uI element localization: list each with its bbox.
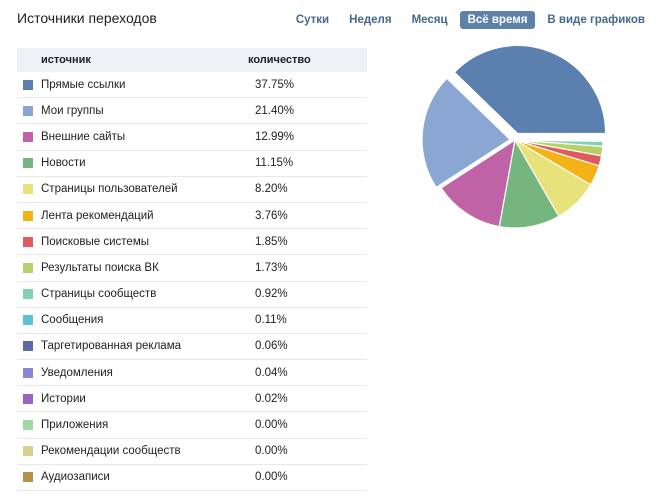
source-value: 1.85% (255, 235, 288, 248)
legend-swatch (23, 236, 33, 247)
source-name: Сообщения (41, 314, 104, 327)
source-name: Страницы пользователей (41, 183, 178, 196)
legend-swatch (23, 472, 33, 483)
pie-chart (421, 44, 607, 229)
pie-slice[interactable] (421, 77, 511, 189)
table-row: Рекомендации сообществ 0.00% (17, 439, 367, 465)
pie-slice[interactable] (453, 44, 607, 135)
table-row: Уведомления 0.04% (17, 360, 367, 387)
source-name: Рекомендации сообществ (41, 445, 181, 458)
source-name: Уведомления (41, 366, 113, 379)
source-name: Лента рекомендаций (41, 209, 154, 222)
legend-swatch (23, 367, 33, 378)
source-name: Новости (41, 157, 86, 170)
table-row: Мои группы 21.40% (17, 98, 367, 125)
source-name: Результаты поиска ВК (41, 261, 159, 274)
legend-swatch (23, 393, 33, 404)
table-row: Новости 11.15% (17, 151, 367, 177)
source-value: 37.75% (255, 78, 295, 91)
tab-month[interactable]: Месяц (411, 14, 448, 26)
source-value: 0.00% (255, 471, 288, 484)
source-name: Мои группы (41, 104, 104, 117)
source-value: 21.40% (255, 104, 295, 117)
period-tabs: Сутки Неделя Месяц Всё время В виде граф… (284, 11, 653, 29)
table-row: Страницы пользователей 8.20% (17, 177, 367, 203)
source-name: Прямые ссылки (41, 78, 126, 91)
legend-swatch (23, 446, 33, 457)
legend-swatch (23, 289, 33, 300)
legend-swatch (23, 341, 33, 352)
source-value: 0.11% (255, 314, 287, 327)
source-value: 0.04% (255, 366, 288, 379)
legend-swatch (23, 262, 33, 273)
legend-swatch (23, 210, 33, 221)
tab-as-graphs[interactable]: В виде графиков (547, 14, 645, 26)
source-value: 12.99% (255, 130, 295, 143)
source-name: Страницы сообществ (41, 288, 157, 301)
pie-slice[interactable] (440, 138, 516, 228)
source-name: Приложения (41, 419, 109, 432)
table-row: Лента рекомендаций 3.76% (17, 203, 367, 230)
sources-table: источник количество Прямые ссылки 37.75% М… (17, 48, 367, 491)
legend-swatch (23, 131, 33, 142)
column-header-count[interactable]: количество (248, 54, 311, 66)
source-name: Внешние сайты (41, 130, 126, 143)
table-row: Страницы сообществ 0.92% (17, 282, 367, 308)
table-row: Аудиозаписи 0.00% (17, 465, 367, 491)
legend-swatch (23, 184, 33, 195)
source-value: 0.02% (255, 392, 288, 405)
table-row: Поисковые системы 1.85% (17, 229, 367, 256)
source-value: 8.20% (255, 183, 288, 196)
source-value: 0.92% (255, 288, 288, 301)
source-value: 1.73% (255, 261, 288, 274)
table-row: Истории 0.02% (17, 386, 367, 413)
source-name: Аудиозаписи (41, 471, 110, 484)
source-value: 0.00% (255, 445, 288, 458)
table-header: источник количество (17, 48, 367, 72)
source-name: Таргетированная реклама (41, 340, 181, 353)
page-title: Источники переходов (17, 10, 157, 26)
legend-swatch (23, 79, 33, 90)
source-value: 11.15% (255, 157, 294, 170)
source-value: 3.76% (255, 209, 288, 222)
legend-swatch (23, 158, 33, 169)
column-header-source[interactable]: источник (41, 54, 91, 66)
legend-swatch (23, 420, 33, 431)
table-row: Результаты поиска ВК 1.73% (17, 255, 367, 282)
tab-week[interactable]: Неделя (349, 14, 392, 26)
table-row: Прямые ссылки 37.75% (17, 72, 367, 99)
table-row: Таргетированная реклама 0.06% (17, 334, 367, 361)
source-value: 0.00% (255, 419, 288, 432)
table-row: Сообщения 0.11% (17, 308, 367, 334)
legend-swatch (23, 315, 33, 326)
source-value: 0.06% (255, 340, 288, 353)
tab-all-time[interactable]: Всё время (459, 11, 536, 29)
table-row: Внешние сайты 12.99% (17, 124, 367, 151)
source-name: Поисковые системы (41, 235, 149, 248)
tab-day[interactable]: Сутки (295, 14, 330, 26)
source-name: Истории (41, 392, 86, 405)
table-row: Приложения 0.00% (17, 412, 367, 439)
legend-swatch (23, 105, 33, 116)
